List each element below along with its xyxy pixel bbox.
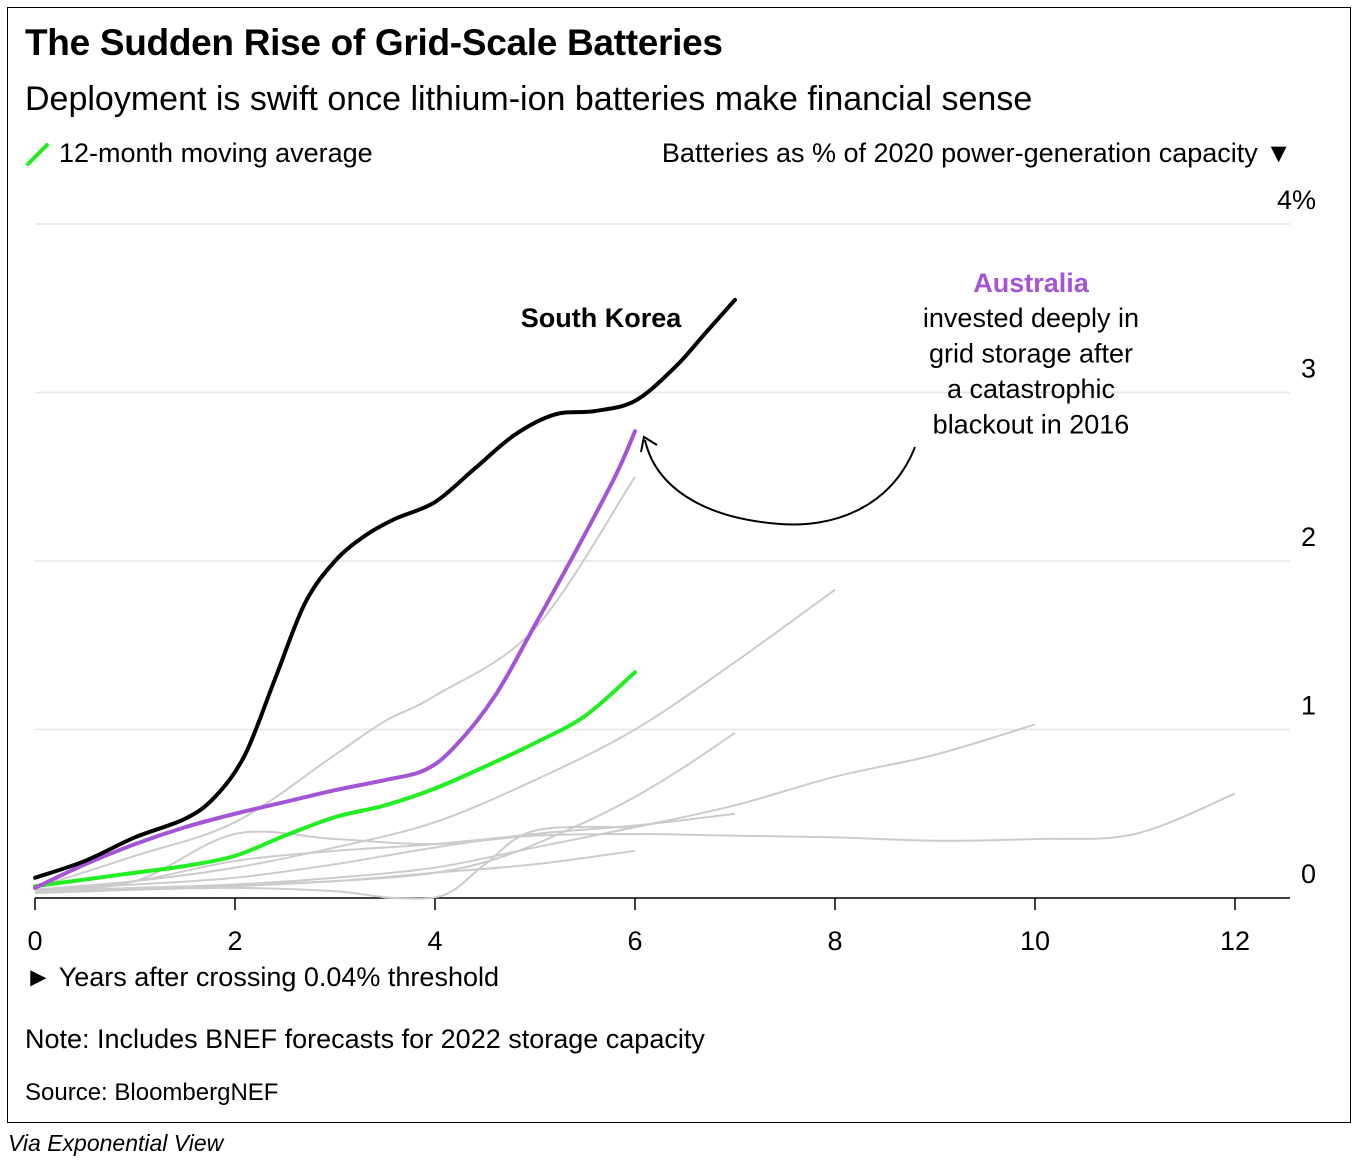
y-tick-label: 0: [1301, 859, 1316, 889]
chart-title: The Sudden Rise of Grid-Scale Batteries: [25, 22, 723, 63]
australia-label: Australia: [973, 268, 1090, 298]
y-tick-label: 4%: [1277, 185, 1316, 215]
background-series-line: [34, 732, 736, 894]
australia-annotation-line: invested deeply in: [923, 303, 1139, 333]
chart-note: Note: Includes BNEF forecasts for 2022 s…: [25, 1024, 705, 1054]
annotation-arrowhead: [640, 435, 658, 453]
x-tick-label: 6: [627, 926, 642, 956]
12-month-moving-average-line: [33, 670, 637, 889]
australia-annotation-line: grid storage after: [929, 339, 1133, 369]
chart-subtitle: Deployment is swift once lithium-ion bat…: [25, 80, 1033, 118]
chart-frame: [7, 7, 1351, 1123]
background-series-line: [34, 588, 836, 891]
australia-annotation-line: a catastrophic: [947, 374, 1115, 404]
australia-line: [33, 429, 637, 890]
legend: 12-month moving average: [25, 138, 373, 169]
image-credit: Via Exponential View: [8, 1130, 224, 1156]
annotation-arrow: [644, 439, 916, 526]
south-korea-line: [33, 297, 737, 880]
background-series-line: [34, 832, 536, 893]
y-tick-label: 3: [1301, 354, 1316, 384]
background-series-line: [34, 792, 1236, 893]
y-axis-caption: Batteries as % of 2020 power-generation …: [661, 138, 1292, 168]
x-tick-label: 2: [227, 926, 242, 956]
background-series-line: [34, 849, 636, 894]
x-tick-label: 4: [427, 926, 442, 956]
x-axis-caption: ► Years after crossing 0.04% threshold: [25, 962, 499, 992]
x-tick-label: 10: [1020, 926, 1050, 956]
chart-source: Source: BloombergNEF: [25, 1079, 279, 1106]
x-tick-label: 12: [1220, 926, 1250, 956]
y-tick-label: 1: [1301, 691, 1316, 721]
x-tick-label: 0: [27, 926, 42, 956]
legend-line-icon: [26, 142, 49, 166]
south-korea-label: South Korea: [521, 303, 682, 333]
legend-label: 12-month moving average: [59, 138, 373, 168]
x-tick-label: 8: [827, 926, 842, 956]
background-series-line: [34, 476, 636, 889]
australia-annotation-line: blackout in 2016: [933, 410, 1130, 440]
y-tick-label: 2: [1301, 522, 1316, 552]
background-series-line: [34, 723, 1036, 893]
